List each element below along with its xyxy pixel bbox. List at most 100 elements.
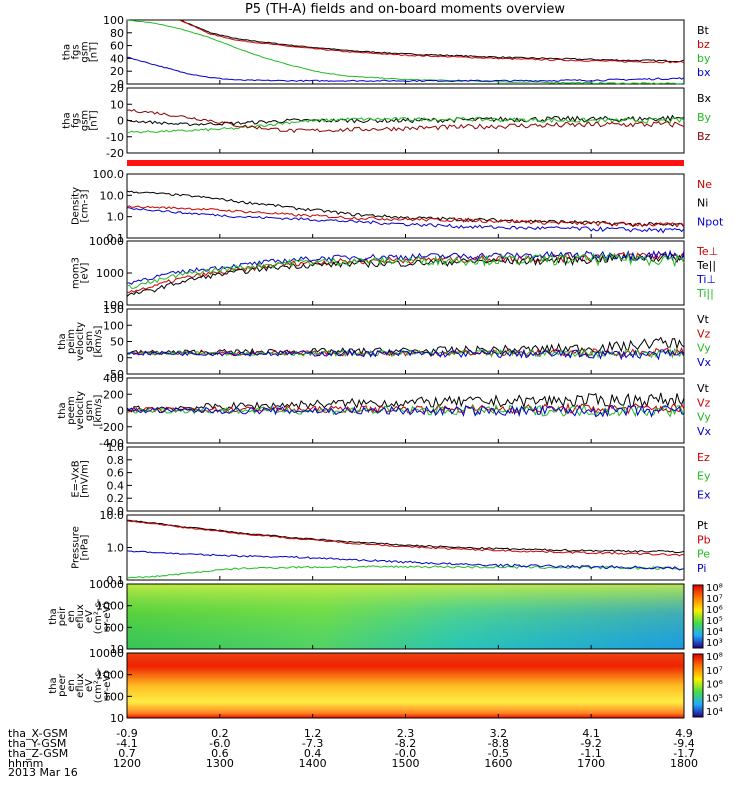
y-tick-label: 0.4 [107, 479, 125, 492]
x-tick-label: 2.3 [397, 727, 415, 740]
y-tick-label: 40 [110, 52, 124, 65]
y-tick-label: 100 [103, 14, 124, 27]
y-tick-label: 1000 [96, 669, 124, 682]
electron-spectrogram [127, 653, 684, 718]
chart-title: P5 (TH-A) fields and on-board moments ov… [245, 2, 565, 17]
y-tick-label: 100 [103, 299, 124, 312]
x-tick-label: 1300 [206, 757, 234, 770]
y-tick-label: 10 [110, 98, 124, 111]
y-tick-label: 60 [110, 40, 124, 53]
legend-entry: Pb [697, 533, 711, 546]
y-tick-label: 1.0 [107, 441, 125, 454]
y-tick-label: 1.0 [107, 542, 125, 555]
colorbar-label: 10³ [706, 638, 723, 649]
series-line [126, 519, 685, 554]
x-tick-label: 1.2 [304, 727, 322, 740]
x-tick-label: 1700 [577, 757, 605, 770]
y-axis-label-line: tha [48, 608, 59, 624]
legend-entry: Ex [697, 488, 711, 501]
y-tick-label: 10 [110, 643, 124, 656]
y-axis-label-line: eflux [75, 673, 86, 698]
y-axis-label-line: peer [57, 673, 68, 697]
y-axis-label-line: tha [48, 677, 59, 693]
y-axis-label-line: Pressure [71, 526, 82, 569]
legend-entry: Pi [697, 562, 706, 575]
legend-entry: Npot [697, 215, 724, 228]
x-tick-label: -9.4 [673, 737, 694, 750]
y-tick-label: 100.0 [93, 168, 125, 181]
panel-frame [126, 308, 685, 375]
y-tick-label: -50 [106, 368, 124, 381]
series-line [126, 252, 685, 297]
x-row-name: hhmm [8, 757, 43, 770]
legend-entry: Ne [697, 178, 712, 191]
panel-frame [126, 19, 685, 85]
x-tick-label: 1400 [299, 757, 327, 770]
panel-4: 150100500-50thapeimvelocitygsm[km/s]VtVz… [57, 303, 712, 381]
y-tick-label: 0.6 [107, 467, 125, 480]
x-tick-label: 0.2 [211, 727, 229, 740]
x-tick-label: -6.0 [209, 737, 230, 750]
y-tick-label: 0.2 [107, 492, 125, 505]
legend-entry: Bz [697, 130, 711, 143]
y-tick-label: 100 [103, 621, 124, 634]
y-tick-label: -200 [99, 421, 124, 434]
x-tick-label: 0.4 [304, 747, 322, 760]
series-line [127, 402, 685, 415]
panel-frame [126, 173, 685, 239]
y-tick-label: 150 [103, 303, 124, 316]
y-axis-label-line: gsm [84, 331, 95, 352]
legend-entry: Bx [697, 92, 712, 105]
colorbar-label: 10⁵ [706, 616, 723, 627]
y-axis-label-line: [km/s] [93, 394, 104, 426]
legend-entry: Ez [697, 451, 710, 464]
y-axis-label-line: peir [57, 606, 68, 626]
y-tick-label: 10000 [89, 578, 124, 591]
x-tick-label: 1600 [484, 757, 512, 770]
legend-entry: Vz [697, 396, 711, 409]
y-tick-label: 1.0 [107, 211, 125, 224]
x-tick-label: -1.1 [580, 747, 601, 760]
y-tick-label: 20 [110, 82, 124, 95]
y-tick-label: -20 [106, 147, 124, 160]
series-line [180, 19, 685, 64]
legend-entry: Vz [697, 327, 711, 340]
ion-spectrogram-shade [127, 584, 684, 649]
y-axis-label-line: tha [57, 333, 68, 349]
colorbar-label: 10⁷ [706, 666, 723, 677]
colorbar-label: 10⁶ [706, 605, 723, 616]
series-line [126, 114, 685, 127]
y-tick-label: 10 [110, 712, 124, 725]
panel-frame [126, 514, 685, 581]
y-axis-label: Pressure[nPa] [71, 526, 91, 569]
y-tick-label: 0.1 [107, 232, 125, 245]
legend-entry: Ti⊥ [696, 273, 716, 286]
panel-6: 1.00.80.60.40.20.0 E=-VxB[mV/m] Ez Ey Ex [71, 441, 711, 518]
y-tick-label: 400 [103, 372, 124, 385]
x-tick-label: 4.9 [675, 727, 693, 740]
series-line [126, 108, 685, 134]
legend-entry: Vy [697, 342, 711, 355]
series-line [126, 205, 685, 228]
x-row-name: tha_Z-GSM [8, 747, 68, 760]
panel-8: 10000 1000 100 10 thapeirenefluxeV(cm²-s-sr-… [48, 578, 723, 656]
y-tick-label: 200 [103, 388, 124, 401]
panel-frame [126, 446, 685, 512]
y-axis-label-line: Density [71, 187, 82, 225]
series-line [126, 565, 685, 579]
y-axis-label-line: tha [62, 112, 73, 128]
y-tick-label: 20 [110, 65, 124, 78]
y-tick-label: 1000 [96, 267, 124, 280]
x-tick-label: 0.7 [118, 747, 136, 760]
x-tick-label: -4.1 [116, 737, 137, 750]
y-axis-label-line: gsm [84, 400, 95, 421]
legend-entry: by [697, 52, 711, 65]
series-line [126, 251, 685, 289]
x-row-name: tha_Y-GSM [8, 737, 66, 750]
x-tick-label: -1.7 [673, 747, 694, 760]
series-line [180, 20, 685, 63]
y-axis-label-line: en [66, 679, 77, 692]
y-axis-label: Density[cm-3] [71, 187, 91, 225]
